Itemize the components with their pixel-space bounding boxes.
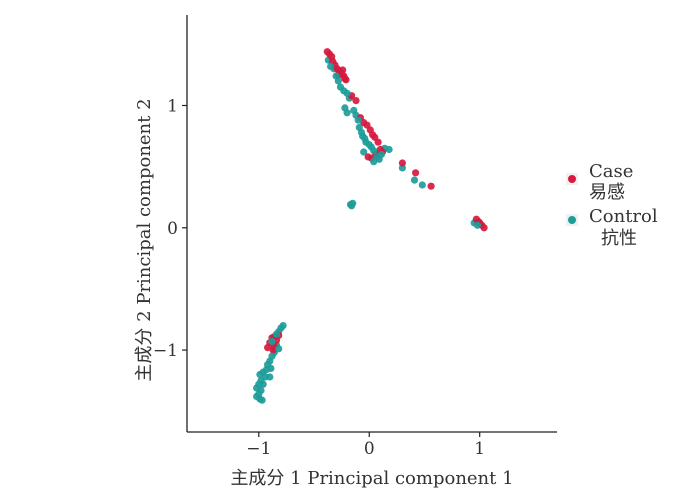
- legend-label-control-zh: 抗性: [601, 228, 637, 249]
- control-point: [268, 352, 276, 360]
- control-point: [370, 147, 378, 155]
- control-point: [253, 384, 261, 392]
- control-point: [256, 395, 264, 403]
- control-point: [354, 116, 362, 124]
- control-point: [350, 106, 358, 114]
- y-tick-label: 1: [167, 96, 178, 116]
- case-point: [480, 224, 488, 232]
- control-point: [410, 176, 419, 184]
- control-point: [272, 330, 281, 338]
- case-point: [427, 182, 435, 190]
- legend-label-control-en: Control: [589, 206, 658, 227]
- x-tick-label: −1: [246, 439, 271, 459]
- legend-marker-control: [568, 216, 576, 224]
- case-point: [374, 138, 382, 146]
- control-point: [360, 148, 368, 156]
- case-point: [352, 97, 360, 105]
- case-point: [339, 66, 347, 74]
- control-point: [361, 134, 369, 143]
- control-point: [385, 145, 393, 154]
- legend-label-case-en: Case: [589, 161, 633, 182]
- case-point: [398, 159, 406, 167]
- x-axis-title: 主成分 1 Principal component 1: [230, 468, 513, 489]
- ticks: −1 0 1 −1 0 1: [153, 96, 485, 459]
- legend-marker-case: [568, 175, 576, 183]
- control-point: [365, 141, 373, 149]
- control-point: [256, 370, 264, 379]
- control-point: [341, 104, 349, 112]
- control-point: [279, 322, 287, 330]
- data-points: [253, 48, 488, 404]
- legend-label-case-zh: 易感: [589, 182, 625, 203]
- axes: [186, 15, 557, 433]
- control-point: [348, 202, 356, 210]
- control-point: [418, 181, 426, 189]
- control-point: [473, 221, 482, 229]
- control-point: [343, 89, 351, 97]
- control-point: [268, 337, 276, 346]
- case-point: [342, 76, 350, 84]
- control-point: [332, 72, 340, 80]
- control-point: [266, 373, 274, 381]
- legend: Case 易感 Control 抗性: [566, 161, 658, 249]
- control-point: [275, 345, 283, 353]
- y-axis-title: 主成分 2 Principal component 2: [134, 98, 155, 381]
- control-point: [357, 128, 366, 136]
- control-point: [370, 158, 378, 166]
- control-point: [377, 150, 385, 158]
- control-point: [262, 366, 271, 374]
- y-tick-label: −1: [153, 341, 178, 361]
- control-point: [327, 62, 335, 70]
- control-point: [336, 83, 345, 91]
- x-tick-label: 1: [474, 439, 485, 459]
- case-point: [269, 346, 277, 354]
- y-tick-label: 0: [167, 219, 178, 239]
- case-point: [264, 344, 272, 352]
- x-tick-label: 0: [364, 439, 375, 459]
- case-point: [412, 169, 420, 177]
